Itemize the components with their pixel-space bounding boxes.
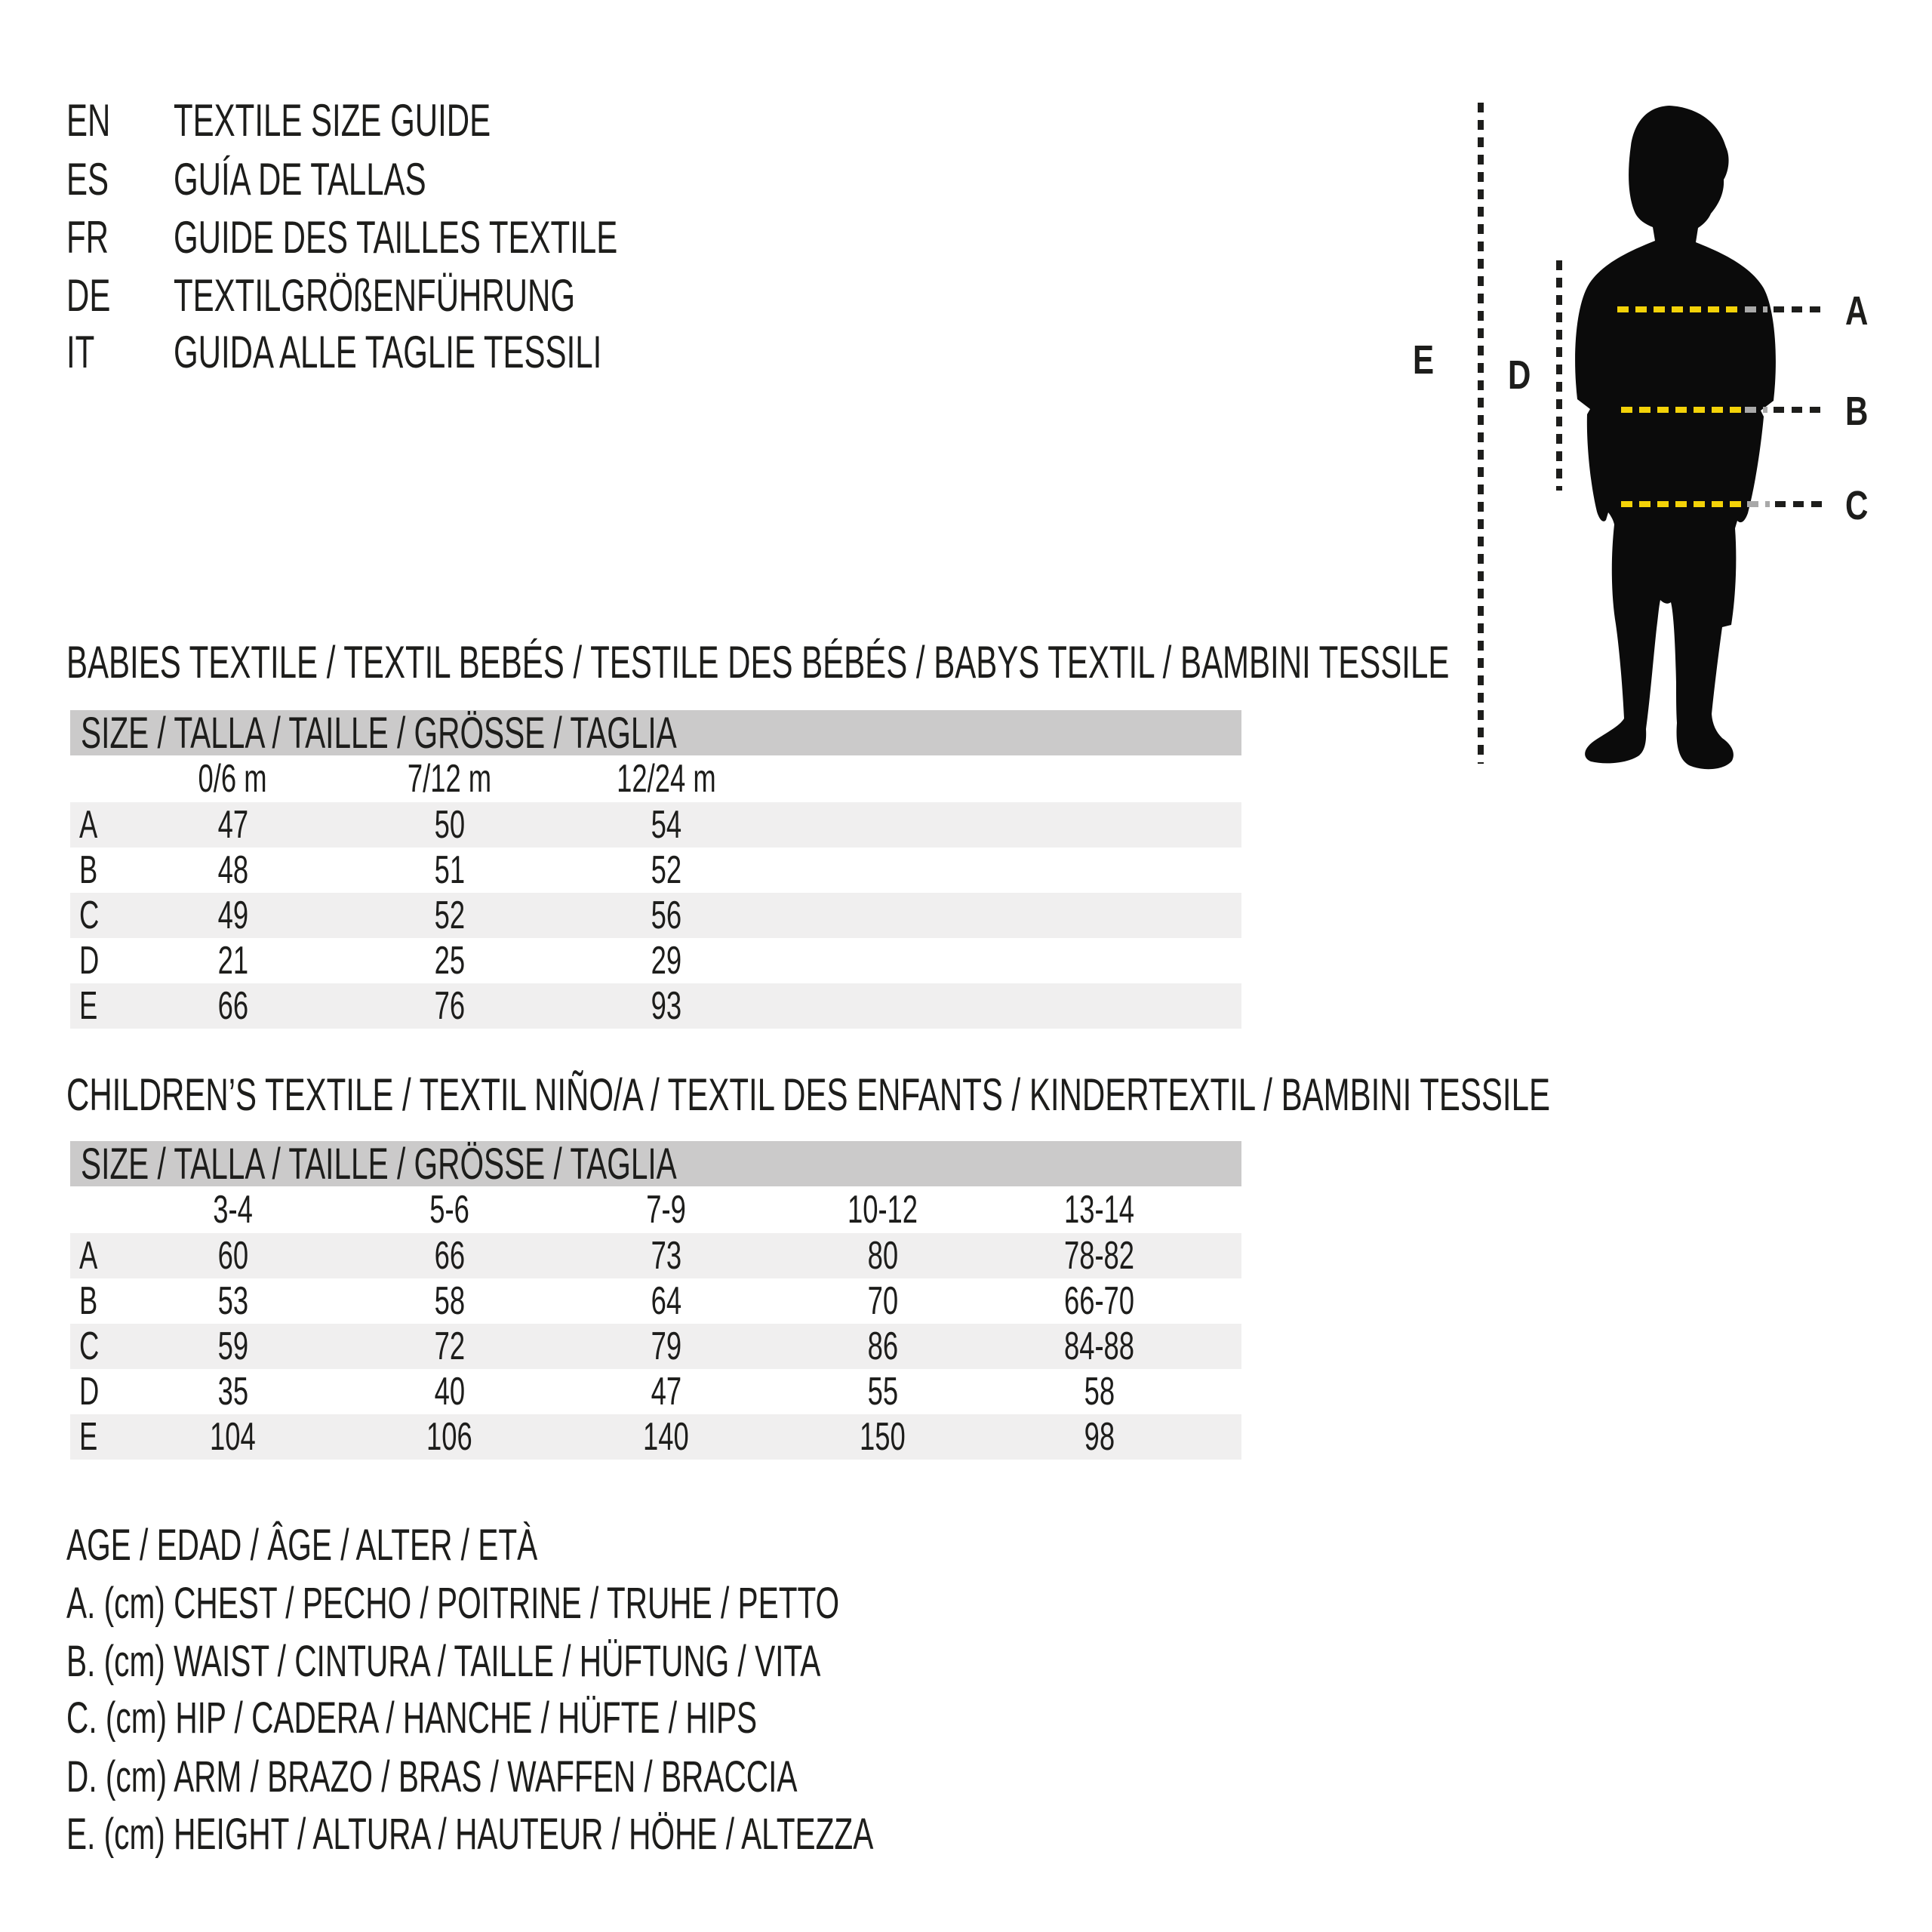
row-label: E: [79, 984, 98, 1028]
child-silhouette-figure: [1575, 106, 1776, 770]
table-row: C 49 52 56: [70, 893, 1241, 938]
row-label: B: [79, 1279, 98, 1323]
table-row: D 35 40 47 55 58: [70, 1369, 1241, 1414]
measure-label-a: A: [1845, 288, 1869, 334]
babies-col-7-12m: 7/12 m: [407, 757, 492, 801]
table-row: C 59 72 79 86 84-88: [70, 1324, 1241, 1369]
children-col-5-6: 5-6: [429, 1188, 469, 1232]
lang-code-fr: FR: [66, 212, 109, 263]
row-label: A: [79, 803, 98, 847]
measure-label-d: D: [1508, 352, 1531, 398]
lang-code-de: DE: [66, 270, 111, 321]
babies-size-header-bar: SIZE / TALLA / TAILLE / GRÖSSE / TAGLIA: [70, 709, 1241, 758]
lang-title-es: GUÍA DE TALLAS: [174, 154, 426, 205]
table-row: E 104 106 140 150 98: [70, 1414, 1241, 1460]
children-col-10-12: 10-12: [847, 1188, 918, 1232]
children-col-3-4: 3-4: [213, 1188, 253, 1232]
lang-code-es: ES: [66, 154, 109, 205]
table-row: A 60 66 73 80 78-82: [70, 1233, 1241, 1278]
legend-waist: B. (cm) WAIST / CINTURA / TAILLE / HÜFTU…: [66, 1637, 821, 1686]
babies-section-title: BABIES TEXTILE / TEXTIL BEBÉS / TESTILE …: [66, 637, 1450, 688]
children-size-header-bar: SIZE / TALLA / TAILLE / GRÖSSE / TAGLIA: [70, 1140, 1241, 1189]
lang-title-en: TEXTILE SIZE GUIDE: [174, 95, 491, 146]
legend-age: AGE / EDAD / ÂGE / ALTER / ETÀ: [66, 1521, 538, 1570]
row-label: B: [79, 848, 98, 892]
lang-title-de: TEXTILGRÖßENFÜHRUNG: [174, 270, 576, 321]
table-row: B 48 51 52: [70, 848, 1241, 893]
legend-chest: A. (cm) CHEST / PECHO / POITRINE / TRUHE…: [66, 1579, 840, 1628]
row-label: A: [79, 1234, 98, 1278]
legend-arm: D. (cm) ARM / BRAZO / BRAS / WAFFEN / BR…: [66, 1752, 798, 1801]
row-label: C: [79, 1324, 100, 1368]
measure-label-b: B: [1845, 389, 1869, 434]
row-label: C: [79, 894, 100, 937]
legend-hip: C. (cm) HIP / CADERA / HANCHE / HÜFTE / …: [66, 1694, 758, 1743]
babies-col-0-6m: 0/6 m: [198, 757, 268, 801]
table-row: B 53 58 64 70 66-70: [70, 1278, 1241, 1324]
row-label: D: [79, 1370, 100, 1414]
lang-title-fr: GUIDE DES TAILLES TEXTILE: [174, 212, 618, 263]
lang-code-en: EN: [66, 95, 111, 146]
babies-column-header-row: 0/6 m 7/12 m 12/24 m: [70, 755, 1241, 802]
table-row: D 21 25 29: [70, 938, 1241, 983]
table-row: E 66 76 93: [70, 983, 1241, 1029]
table-row: A 47 50 54: [70, 802, 1241, 848]
children-column-header-row: 3-4 5-6 7-9 10-12 13-14: [70, 1186, 1241, 1233]
measure-label-e: E: [1413, 337, 1435, 383]
row-label: D: [79, 939, 100, 983]
lang-code-it: IT: [66, 327, 95, 377]
children-section-title: CHILDREN’S TEXTILE / TEXTIL NIÑO/A / TEX…: [66, 1069, 1550, 1120]
row-label: E: [79, 1415, 98, 1459]
measure-label-c: C: [1845, 483, 1869, 528]
lang-title-it: GUIDA ALLE TAGLIE TESSILI: [174, 327, 602, 377]
children-col-13-14: 13-14: [1063, 1188, 1135, 1232]
legend-height: E. (cm) HEIGHT / ALTURA / HAUTEUR / HÖHE…: [66, 1810, 874, 1859]
babies-col-12-24m: 12/24 m: [616, 757, 716, 801]
children-col-7-9: 7-9: [646, 1188, 686, 1232]
